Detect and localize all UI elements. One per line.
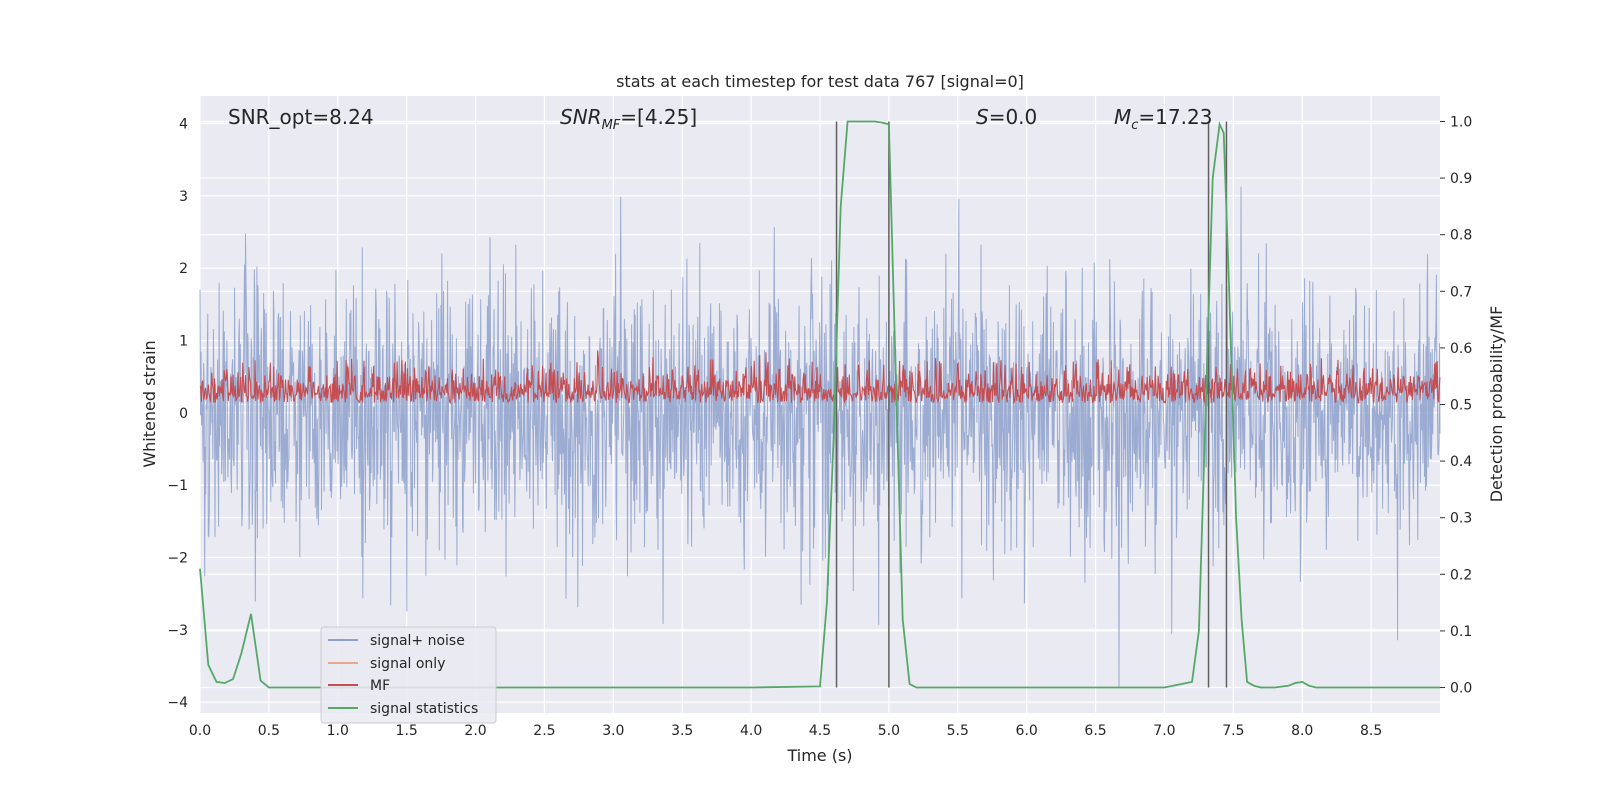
x-tick-label: 6.5 bbox=[1084, 723, 1106, 739]
x-tick-label: 0.0 bbox=[189, 723, 211, 739]
x-tick-label: 4.5 bbox=[809, 723, 831, 739]
x-tick-label: 7.0 bbox=[1153, 723, 1175, 739]
annotation-mc: Mc=17.23 bbox=[1114, 105, 1212, 133]
x-tick-label: 1.5 bbox=[396, 723, 418, 739]
y-tick-label-left: −1 bbox=[167, 478, 188, 494]
x-tick-label: 6.0 bbox=[1016, 723, 1038, 739]
y-tick-label-right: 0.1 bbox=[1450, 624, 1472, 640]
x-tick-label: 5.0 bbox=[878, 723, 900, 739]
y-tick-label-left: 3 bbox=[179, 189, 188, 205]
y-tick-label-left: −3 bbox=[167, 623, 188, 639]
x-tick-label: 1.0 bbox=[327, 723, 349, 739]
legend-label-signal-only: signal only bbox=[370, 656, 445, 672]
x-tick-label: 3.0 bbox=[602, 723, 624, 739]
ticks: 0.0 0.5 1.0 1.5 2.0 2.5 3.0 3.5 4.0 4.5 5.0 5.5 6.0 6… bbox=[167, 114, 1472, 739]
y-tick-label-left: 4 bbox=[179, 116, 188, 132]
x-tick-label: 5.5 bbox=[947, 723, 969, 739]
annotation-s: S=0.0 bbox=[976, 105, 1037, 129]
y-tick-label-left: −2 bbox=[167, 550, 188, 566]
x-tick-label: 3.5 bbox=[671, 723, 693, 739]
y-tick-label-right: 0.5 bbox=[1450, 398, 1472, 414]
annotation-snr-mf-value: =[4.25] bbox=[620, 105, 697, 129]
annotation-s-label: S bbox=[976, 105, 989, 129]
y-tick-label-left: 1 bbox=[179, 333, 188, 349]
x-tick-label: 0.5 bbox=[258, 723, 280, 739]
y-tick-label-right: 0.2 bbox=[1450, 567, 1472, 583]
y-tick-label-right: 0.8 bbox=[1450, 228, 1472, 244]
y-tick-label-left: 2 bbox=[179, 261, 188, 277]
chart-title: stats at each timestep for test data 767… bbox=[616, 72, 1024, 91]
x-axis-label: Time (s) bbox=[786, 746, 852, 765]
y-tick-label-right: 0.3 bbox=[1450, 511, 1472, 527]
legend-label-signal-noise: signal+ noise bbox=[370, 633, 465, 649]
y-tick-label-left: 0 bbox=[179, 406, 188, 422]
x-tick-label: 4.0 bbox=[740, 723, 762, 739]
x-tick-label: 7.5 bbox=[1222, 723, 1244, 739]
y-axis-label-right: Detection probability/MF bbox=[1487, 306, 1506, 503]
legend-box bbox=[320, 626, 497, 724]
x-tick-label: 8.5 bbox=[1360, 723, 1382, 739]
y-tick-label-left: −4 bbox=[167, 695, 188, 711]
legend: signal+ noise signal only MF signal stat… bbox=[320, 626, 497, 724]
legend-label-signal-statistics: signal statistics bbox=[370, 701, 478, 717]
y-axis-label-left: Whitened strain bbox=[140, 340, 159, 467]
y-tick-label-right: 1.0 bbox=[1450, 114, 1472, 130]
series-layer bbox=[199, 120, 1441, 689]
y-tick-label-right: 0.0 bbox=[1450, 681, 1472, 697]
x-tick-label: 2.0 bbox=[464, 723, 486, 739]
y-tick-label-right: 0.9 bbox=[1450, 171, 1472, 187]
annotation-mc-label: M bbox=[1114, 105, 1131, 129]
x-tick-label: 2.5 bbox=[533, 723, 555, 739]
annotation-s-value: =0.0 bbox=[989, 105, 1038, 129]
annotation-snr-mf: SNRMF=[4.25] bbox=[560, 105, 697, 133]
legend-label-mf: MF bbox=[370, 678, 390, 694]
annotation-mc-sub: c bbox=[1131, 118, 1138, 133]
series-mf bbox=[199, 350, 1441, 405]
annotation-snr-opt: SNR_opt=8.24 bbox=[228, 105, 374, 129]
annotation-snr-mf-label: SNR bbox=[560, 105, 602, 129]
x-tick-label: 8.0 bbox=[1291, 723, 1313, 739]
y-tick-label-right: 0.6 bbox=[1450, 341, 1472, 357]
annotation-mc-value: =17.23 bbox=[1138, 105, 1212, 129]
annotation-snr-mf-sub: MF bbox=[602, 118, 621, 133]
series-signal-statistics bbox=[199, 120, 1440, 689]
y-tick-label-right: 0.7 bbox=[1450, 284, 1472, 300]
y-tick-label-right: 0.4 bbox=[1450, 454, 1472, 470]
